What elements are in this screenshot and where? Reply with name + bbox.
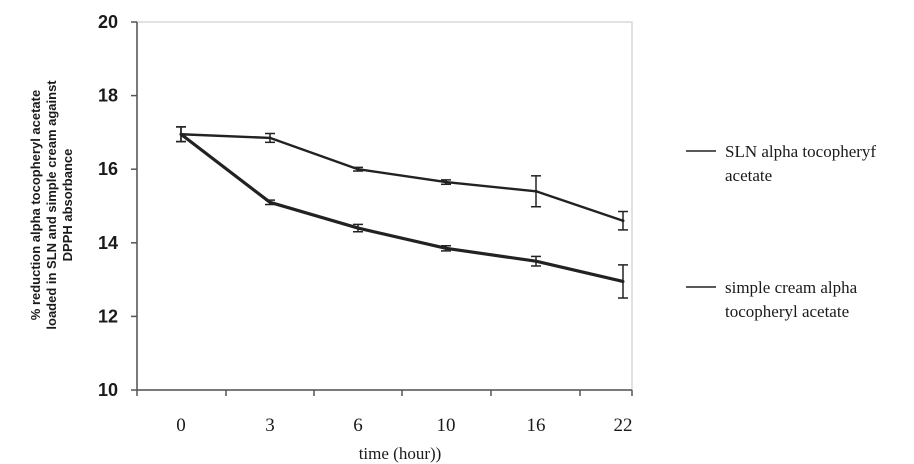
y-tick-label: 20	[98, 12, 118, 32]
legend: SLN alpha tocopheryf acetate simple cream …	[686, 142, 876, 321]
data-point	[621, 279, 625, 283]
data-point	[356, 167, 360, 171]
x-axis: 0 3 6 10 16 22	[136, 389, 633, 436]
y-axis-title-line: DPPH absorbance	[60, 149, 75, 262]
x-tick-label: 0	[176, 415, 186, 436]
x-tick-label: 22	[614, 415, 633, 436]
y-tick-label: 12	[98, 306, 118, 326]
x-tick-label: 6	[353, 415, 363, 436]
y-tick-label: 18	[98, 86, 118, 106]
y-tick-label: 10	[98, 380, 118, 400]
legend-label: tocopheryl acetate	[725, 302, 849, 321]
series-line	[180, 133, 624, 222]
y-axis-title-line: % reduction alpha tocopheryl acetate	[28, 90, 43, 320]
y-axis-title: % reduction alpha tocopheryl acetate load…	[28, 80, 75, 330]
legend-label: simple cream alpha	[725, 278, 858, 297]
legend-label: acetate	[725, 166, 772, 185]
data-point	[268, 200, 272, 204]
data-point	[444, 246, 448, 250]
data-point	[444, 180, 448, 184]
x-tick-label: 16	[527, 415, 546, 436]
plot-frame	[136, 21, 633, 391]
data-point	[621, 219, 625, 223]
x-tick-label: 10	[437, 415, 456, 436]
x-tick-label: 3	[265, 415, 275, 436]
data-point	[534, 189, 538, 193]
y-axis: 10 12 14 16 18 20	[98, 12, 633, 400]
y-tick-label: 14	[98, 233, 118, 253]
series-line	[180, 132, 624, 283]
y-tick-label: 16	[98, 159, 118, 179]
data-point	[534, 259, 538, 263]
data-point	[179, 132, 183, 136]
y-axis-title-line: loaded in SLN and simple cream against	[44, 80, 59, 330]
data-point	[268, 136, 272, 140]
x-axis-title: time (hour))	[359, 444, 442, 463]
data-point	[356, 226, 360, 230]
legend-label: SLN alpha tocopheryf	[725, 142, 876, 161]
series-layer	[176, 126, 628, 299]
